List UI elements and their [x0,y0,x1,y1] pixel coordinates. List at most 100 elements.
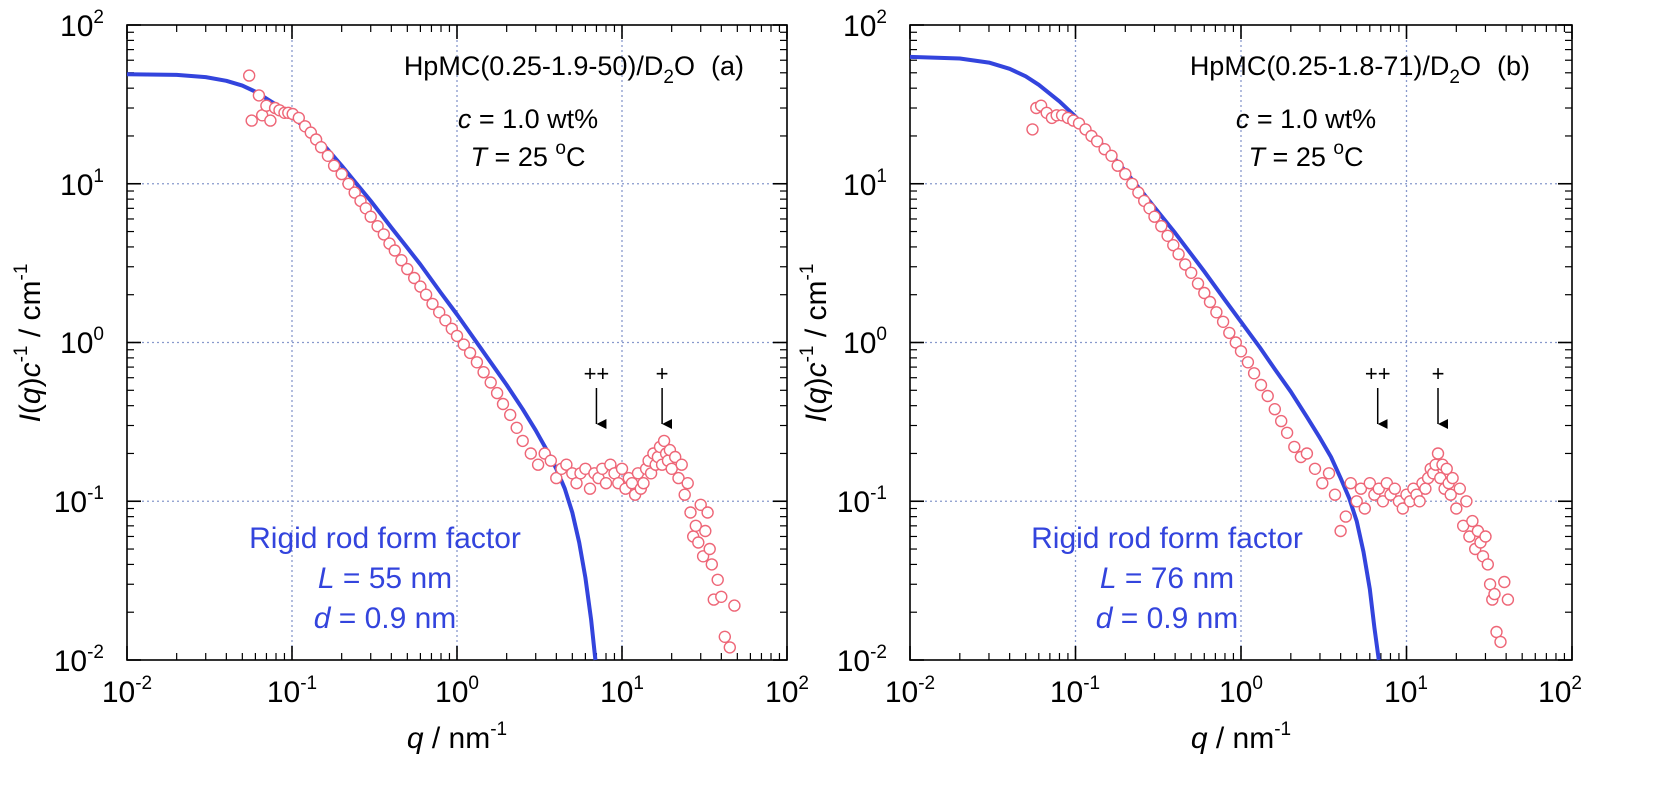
data-point [490,386,504,400]
data-point [524,447,537,460]
data-point [1322,467,1336,480]
x-tick-label: 101 [1384,673,1428,709]
data-point [1210,306,1223,319]
data-point [1125,177,1139,191]
data-point [457,338,470,351]
data-point [728,599,741,612]
data-point [1105,149,1118,163]
data-point [470,356,484,369]
data-point [1431,447,1445,460]
data-point [692,536,705,549]
data-point [1419,482,1432,495]
peak-markers: ++ + [1365,361,1448,429]
data-point [703,542,716,556]
peak-markers: ++ + [584,361,673,429]
data-point [1444,488,1457,501]
data-point [1498,575,1511,589]
data-point [1184,266,1198,279]
data-point [718,630,731,643]
data-point [1316,477,1329,490]
axis-ticks [126,24,788,661]
x-tick-label: 102 [765,673,809,709]
y-tick-label: 101 [60,166,104,202]
data-point [657,434,671,448]
x-tick-label: 10-2 [102,673,152,709]
data-point [699,524,712,538]
data-point [1396,502,1410,515]
data-point [550,471,563,485]
y-tick-label: 100 [60,324,104,360]
data-point [1198,286,1211,300]
model-length: L = 76 nm [1100,562,1234,595]
x-tick-label: 100 [1219,673,1263,709]
peak-label: + [1432,361,1445,386]
data-point [711,573,724,586]
peak-label: + [656,361,669,386]
x-tick-label: 10-1 [1050,673,1100,709]
data-point [1247,367,1261,380]
data-point [1167,238,1180,252]
data-point [544,454,557,467]
data-point [694,498,707,511]
x-tick-label: 101 [600,673,644,709]
data-point [1488,587,1501,601]
data-point [1339,510,1353,523]
data-point [1300,447,1314,460]
x-axis-label: q / nm-1 [1191,719,1291,755]
data-point [681,477,694,490]
data-point [1446,471,1459,485]
data-point [701,506,714,519]
data-point [1241,356,1255,369]
data-point [292,111,305,125]
data-point [705,558,718,571]
data-point [715,590,728,603]
data-point [637,477,650,490]
data-point [1191,277,1205,290]
temperature-label: T = 25 oC [471,138,586,172]
data-point [1172,247,1185,261]
y-tick-label: 10-1 [837,483,887,519]
y-tick-label: 10-2 [54,642,104,678]
data-point [516,434,529,448]
sample-label: HpMC(0.25-1.9-50)/D2O (a) [404,51,744,88]
data-point [264,114,277,127]
data-point [1261,389,1274,403]
data-point [242,69,256,82]
x-tick-label: 102 [1538,673,1582,709]
data-point [477,366,490,379]
data-point [439,314,452,327]
y-axis-label: I(q)c-1 / cm-1 [11,264,47,423]
data-point [321,149,335,163]
data-point [1288,440,1301,454]
data-point [1354,482,1368,495]
peak-label: ++ [584,361,610,386]
data-point [371,219,384,233]
concentration-label: c = 1.0 wt% [1236,104,1376,134]
data-point [599,477,613,490]
data-point [419,288,433,301]
data-point [364,210,377,223]
x-tick-label: 10-1 [267,673,317,709]
data-point [1413,495,1426,508]
data-point [504,408,517,422]
y-tick-label: 10-1 [54,483,104,519]
data-point [1479,530,1492,543]
data-point [252,89,266,102]
data-point [1463,530,1476,543]
data-point [1148,210,1161,223]
data-point [1501,593,1515,606]
data-point [1178,258,1192,271]
data-point [433,306,446,319]
data-point [1223,326,1236,340]
data-point [377,228,390,241]
grid-lines [127,25,787,660]
data-point [1026,123,1039,136]
y-tick-label: 100 [843,324,887,360]
y-tick-label: 102 [60,7,104,43]
data-point [1350,495,1363,508]
data-point [1328,488,1342,501]
y-tick-label: 101 [843,166,887,202]
data-point [1334,524,1347,538]
data-point [348,186,361,199]
data-point [342,177,355,191]
